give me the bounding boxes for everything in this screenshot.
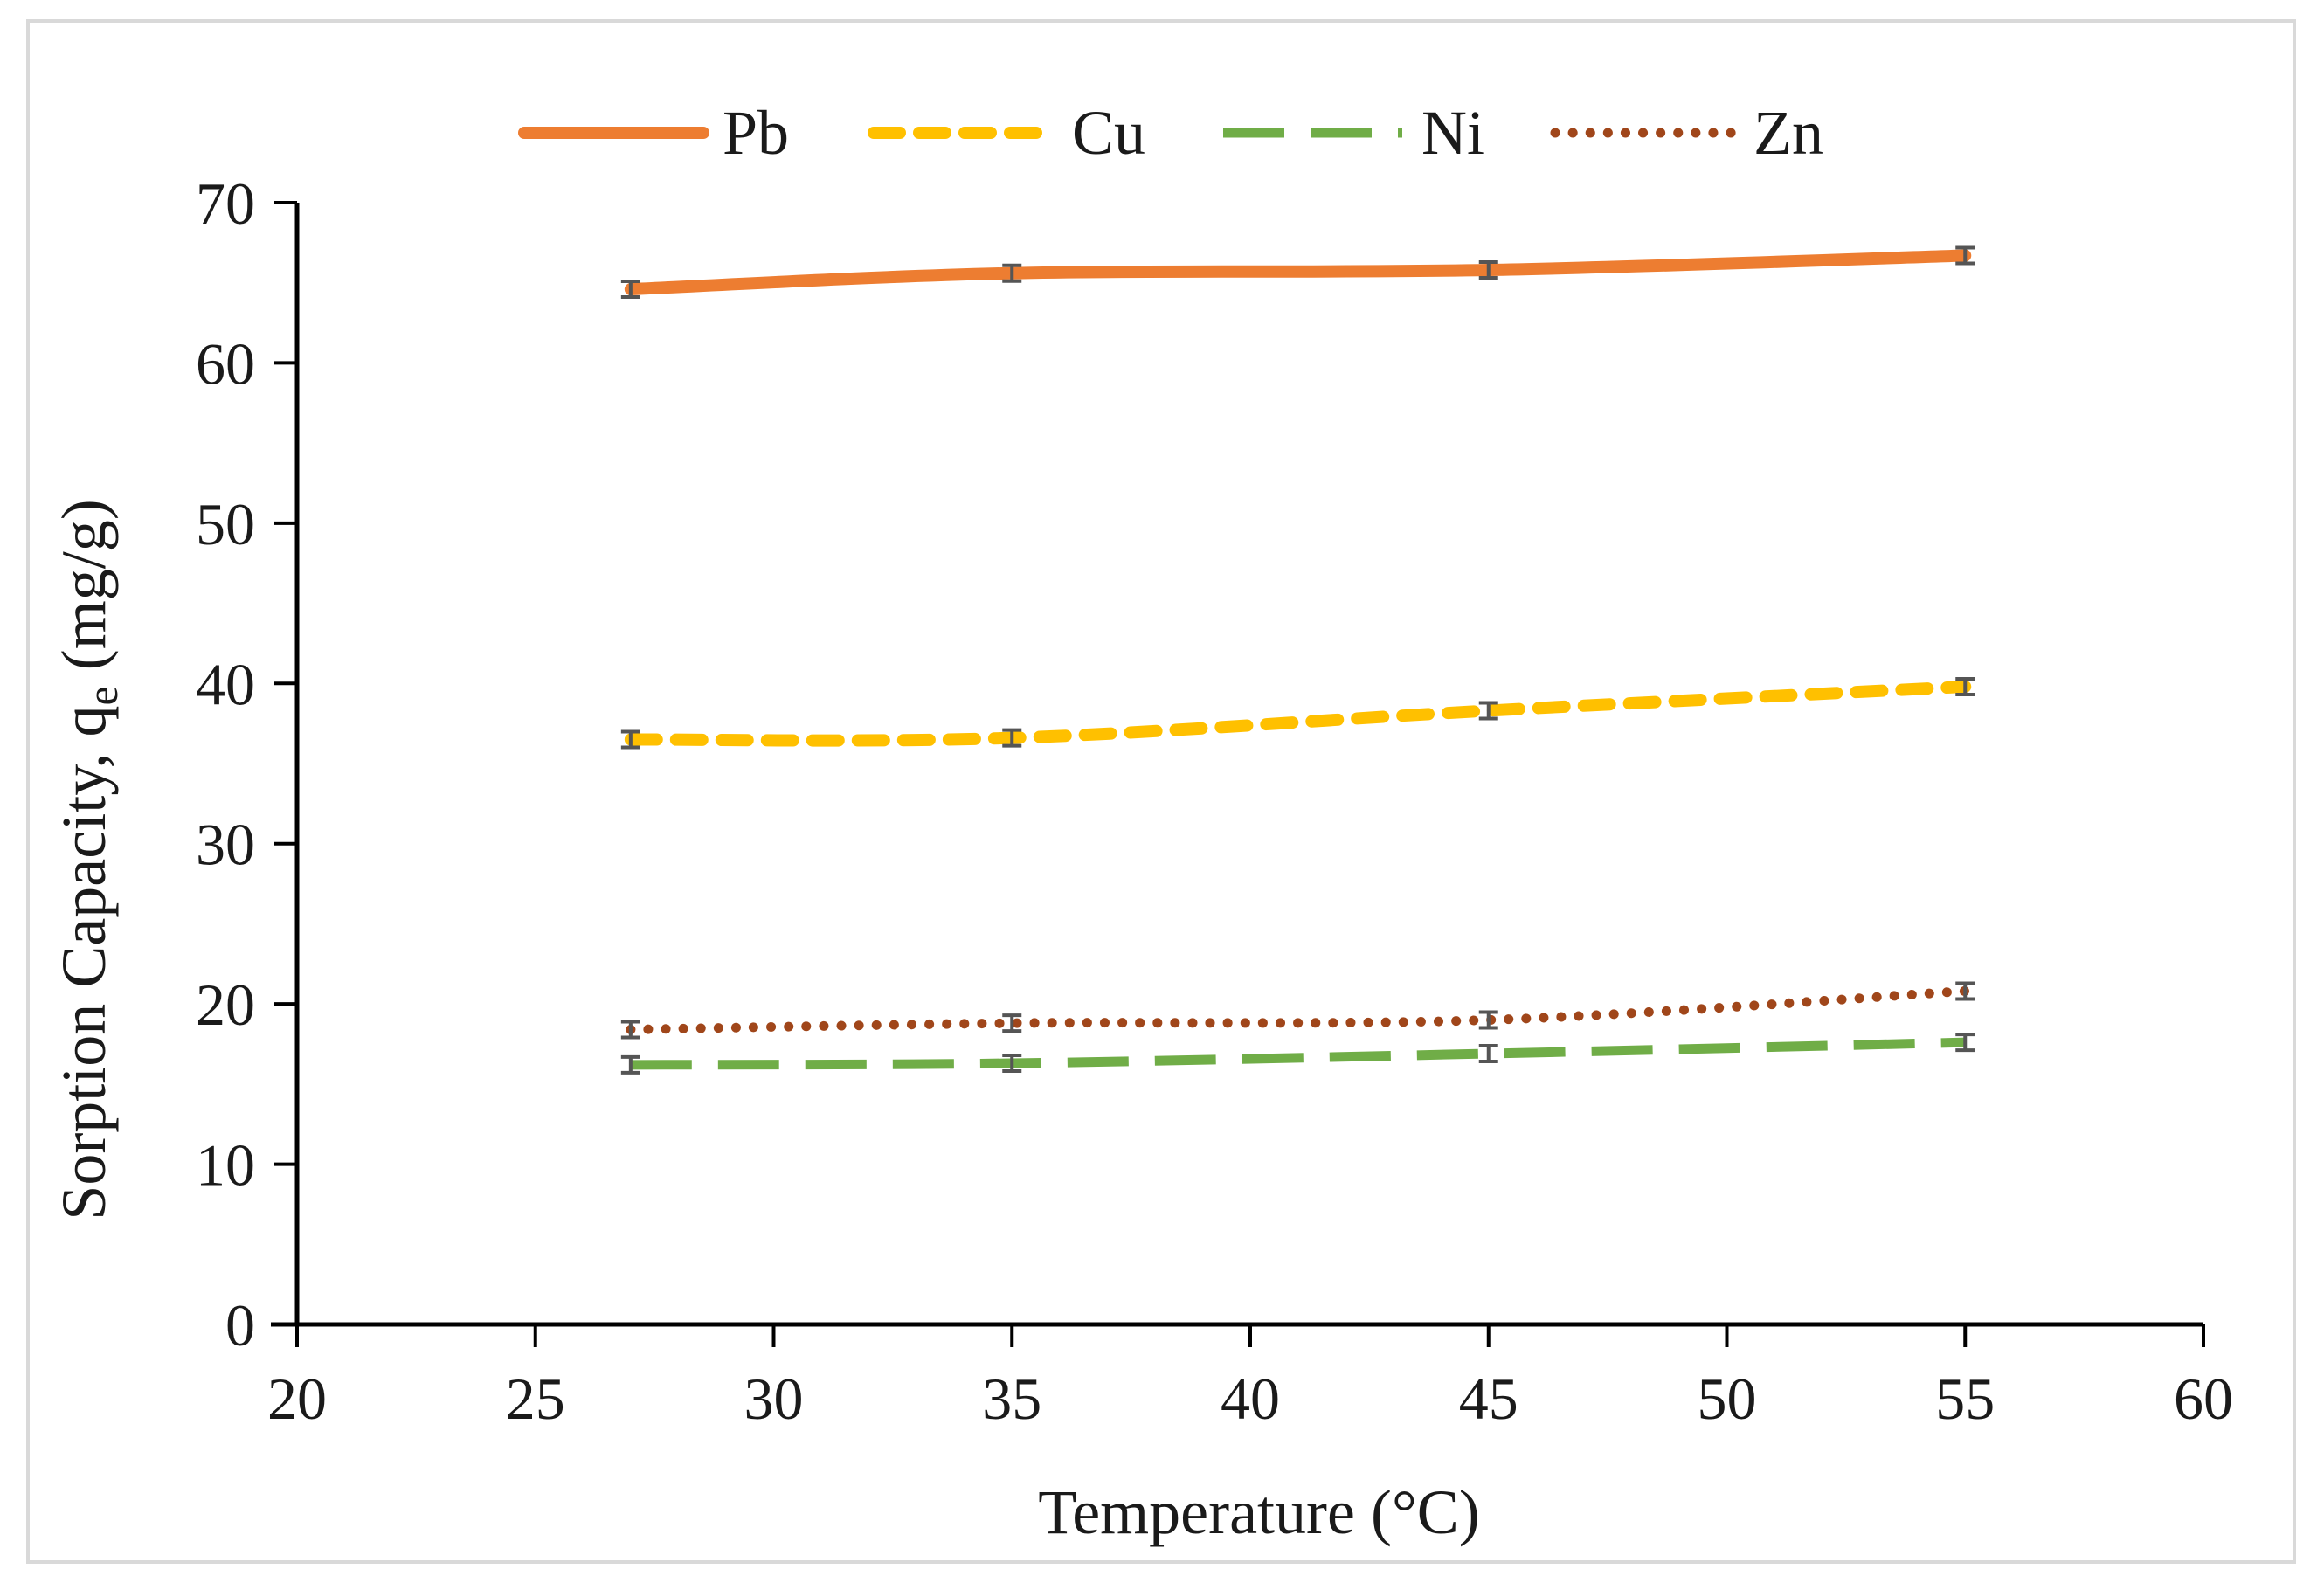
y-ticks: 0 10 20 30 40 50 60 70	[196, 170, 297, 1358]
y-tick-label: 50	[196, 491, 255, 557]
x-axis-title: Temperature (°C)	[1038, 1477, 1480, 1547]
x-tick-label: 55	[1935, 1365, 1995, 1432]
legend-label: Cu	[1072, 98, 1145, 168]
error-bar	[620, 1020, 640, 1040]
x-tick-label: 20	[267, 1365, 327, 1432]
legend-item-ni: Ni	[1223, 98, 1484, 168]
series-layer	[620, 245, 1975, 1075]
y-tick-label: 20	[196, 971, 255, 1038]
legend-label: Pb	[723, 98, 789, 168]
axes	[271, 203, 2203, 1327]
error-bar	[1478, 701, 1498, 721]
legend-label: Ni	[1421, 98, 1484, 168]
legend-item-zn: Zn	[1550, 98, 1823, 168]
error-bar	[1955, 1033, 1975, 1053]
error-bar	[1478, 1010, 1498, 1030]
error-bar	[1002, 1054, 1022, 1074]
error-bar	[620, 1054, 640, 1075]
error-bar	[1955, 245, 1975, 266]
x-ticks: 20 25 30 35 40 45 50 55 60	[267, 1324, 2233, 1432]
y-tick-label: 0	[225, 1292, 255, 1358]
y-tick-label: 60	[196, 330, 255, 397]
x-tick-label: 40	[1221, 1365, 1280, 1432]
error-bar	[1955, 981, 1975, 1001]
error-bar	[1002, 1013, 1022, 1033]
x-tick-label: 45	[1459, 1365, 1518, 1432]
legend-label: Zn	[1753, 98, 1823, 168]
error-bar	[620, 280, 640, 300]
x-tick-label: 30	[744, 1365, 804, 1432]
x-tick-label: 35	[982, 1365, 1041, 1432]
series-line-zn	[626, 985, 1970, 1034]
y-tick-label: 10	[196, 1132, 255, 1199]
error-bar	[1002, 263, 1022, 283]
series-line-ni	[630, 1037, 1966, 1070]
y-axis-title-tail: (mg/g)	[49, 499, 119, 686]
error-bar	[1478, 260, 1498, 280]
x-tick-label: 60	[2174, 1365, 2233, 1432]
y-axis-title-main: Sorption Capacity, q	[49, 705, 119, 1220]
series-ni	[620, 1033, 1975, 1075]
legend-item-pb: Pb	[518, 98, 789, 168]
error-bar	[1955, 676, 1975, 696]
y-axis-title-subscript: e	[78, 686, 127, 705]
x-tick-label: 50	[1698, 1365, 1757, 1432]
series-cu	[620, 676, 1975, 750]
error-bar	[620, 729, 640, 750]
error-bar	[1478, 1044, 1498, 1064]
y-tick-label: 40	[196, 651, 255, 717]
legend-item-cu: Cu	[868, 98, 1145, 168]
y-tick-label: 30	[196, 812, 255, 878]
legend: Pb Cu Ni Zn	[518, 98, 1823, 168]
series-line-cu	[624, 680, 1972, 747]
y-axis-title: Sorption Capacity, qe (mg/g)	[49, 499, 127, 1220]
error-bar	[1002, 728, 1022, 748]
series-pb	[620, 245, 1975, 300]
x-tick-label: 25	[506, 1365, 565, 1432]
series-zn	[620, 981, 1975, 1040]
series-line-pb	[624, 249, 1972, 296]
y-tick-label: 70	[196, 170, 255, 237]
